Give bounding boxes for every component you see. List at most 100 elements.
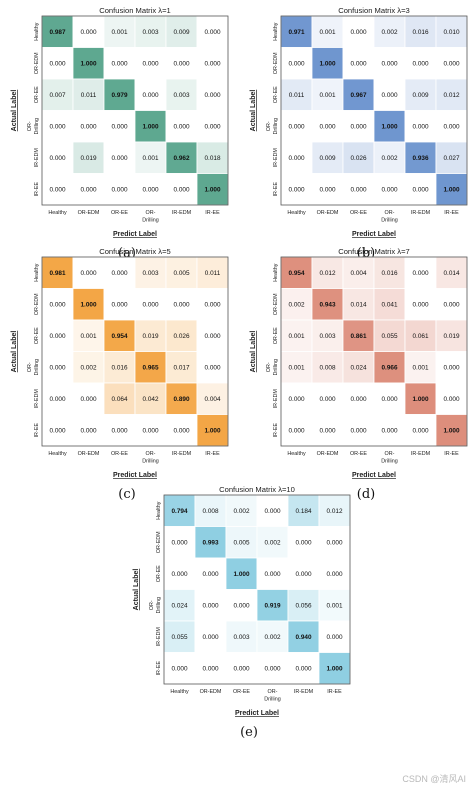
cell-value-label: 0.002	[265, 540, 281, 547]
cell-value-label: 0.000	[413, 270, 429, 277]
heatmap-cell	[404, 110, 437, 143]
cell-value-label: 0.000	[234, 603, 250, 610]
cell-value-label: 0.000	[203, 603, 219, 610]
cell-value-label: 0.017	[174, 365, 190, 372]
y-tick-label: Drilling	[156, 597, 162, 613]
heatmap-cell	[342, 414, 375, 447]
y-tick-label: OR-EE	[34, 86, 40, 103]
cell-value-label: 0.971	[289, 29, 305, 36]
x-tick-label: IR-EDM	[411, 451, 431, 457]
cell-value-label: 0.005	[234, 540, 250, 547]
matrix-frame	[41, 256, 229, 447]
heatmap-cell	[72, 78, 105, 111]
heatmap-cell	[435, 288, 468, 321]
cell-value-label: 0.001	[289, 333, 305, 340]
cell-value-label: 0.000	[205, 365, 221, 372]
x-tick-label: IR-EDM	[172, 210, 192, 216]
x-tick-label: Healthy	[48, 210, 67, 216]
cell-value-label: 0.890	[174, 396, 190, 403]
chart-title: Confusion Matrix λ=1	[99, 6, 171, 15]
cell-value-label: 0.000	[205, 124, 221, 131]
matrix-frame	[280, 256, 468, 447]
heatmap-cell	[194, 652, 227, 685]
cell-value-label: 0.002	[234, 508, 250, 515]
cell-value-label: 1.000	[234, 571, 250, 578]
heatmap-cell	[342, 15, 375, 48]
heatmap-cell	[435, 351, 468, 384]
cell-value-label: 0.055	[172, 634, 188, 641]
cell-value-label: 0.027	[444, 155, 460, 162]
cell-value-label: 0.003	[143, 270, 159, 277]
heatmap-cell	[342, 78, 375, 111]
cell-value-label: 0.008	[320, 365, 336, 372]
heatmap-cell	[435, 78, 468, 111]
x-axis-label: Predict Label	[235, 710, 279, 717]
heatmap-cell	[435, 110, 468, 143]
cell-value-label: 0.000	[81, 270, 97, 277]
y-tick-label: IR-EE	[156, 661, 162, 676]
cell-value-label: 0.000	[203, 634, 219, 641]
heatmap-cell	[134, 78, 167, 111]
heatmap-cell	[163, 494, 196, 527]
heatmap-cell	[165, 78, 198, 111]
heatmap-cell	[225, 526, 258, 559]
cell-value-label: 0.967	[351, 92, 367, 99]
x-tick-label: OR-	[385, 210, 395, 216]
x-axis-label: Predict Label	[352, 472, 396, 479]
heatmap-cell	[311, 256, 344, 289]
cell-value-label: 0.014	[444, 270, 460, 277]
heatmap-cell	[256, 526, 289, 559]
heatmap-cell	[373, 382, 406, 415]
heatmap-cell	[134, 414, 167, 447]
heatmap-cell	[373, 47, 406, 80]
cell-value-label: 0.061	[413, 333, 429, 340]
y-tick-label: IR-EDM	[156, 627, 162, 647]
cell-value-label: 0.003	[174, 92, 190, 99]
cell-value-label: 0.000	[296, 571, 312, 578]
x-tick-label: OR-EE	[350, 210, 367, 216]
cell-value-label: 1.000	[444, 187, 460, 194]
cell-value-label: 0.000	[351, 187, 367, 194]
x-tick-label: Drilling	[264, 697, 280, 703]
heatmap-cell	[256, 494, 289, 527]
x-tick-label: Drilling	[142, 459, 158, 465]
heatmap-cell	[194, 589, 227, 622]
cell-value-label: 0.042	[143, 396, 159, 403]
heatmap-cell	[311, 173, 344, 206]
cell-value-label: 0.962	[174, 155, 190, 162]
y-tick-label: IR-EDM	[34, 148, 40, 168]
cell-value-label: 0.000	[174, 124, 190, 131]
x-tick-label: OR-EE	[233, 689, 250, 695]
heatmap-cell	[280, 110, 313, 143]
cell-value-label: 0.000	[327, 540, 343, 547]
watermark-text: CSDN @清风AI	[402, 774, 466, 784]
cell-value-label: 1.000	[81, 302, 97, 309]
cell-value-label: 0.018	[205, 155, 221, 162]
cell-value-label: 0.000	[320, 124, 336, 131]
y-axis-label: Actual Label	[11, 90, 18, 132]
heatmap-cell	[225, 620, 258, 653]
cell-value-label: 0.993	[203, 540, 219, 547]
heatmap-cell	[318, 620, 351, 653]
y-tick-label: IR-EE	[273, 423, 279, 438]
cell-value-label: 0.000	[382, 92, 398, 99]
heatmap-cell	[373, 319, 406, 352]
cell-value-label: 0.055	[382, 333, 398, 340]
panel-caption: (d)	[357, 487, 375, 502]
y-tick-label: OR-EE	[34, 327, 40, 344]
y-tick-label: Healthy	[34, 22, 40, 41]
heatmap-cell	[103, 141, 136, 174]
cell-value-label: 1.000	[327, 666, 343, 673]
cell-value-label: 0.000	[413, 61, 429, 68]
cell-value-label: 1.000	[205, 187, 221, 194]
cell-value-label: 0.000	[50, 396, 66, 403]
cell-value-label: 0.000	[351, 61, 367, 68]
heatmap-cell	[196, 351, 229, 384]
heatmap-cell	[287, 652, 320, 685]
confusion-matrix-panel-4: Confusion Matrix λ=7 0.954 0.012 0.004 0.016…	[250, 247, 468, 502]
heatmap-cell	[342, 382, 375, 415]
heatmap-cell	[41, 288, 74, 321]
cell-value-label: 0.026	[351, 155, 367, 162]
cell-value-label: 0.000	[444, 396, 460, 403]
cell-value-label: 0.012	[320, 270, 336, 277]
